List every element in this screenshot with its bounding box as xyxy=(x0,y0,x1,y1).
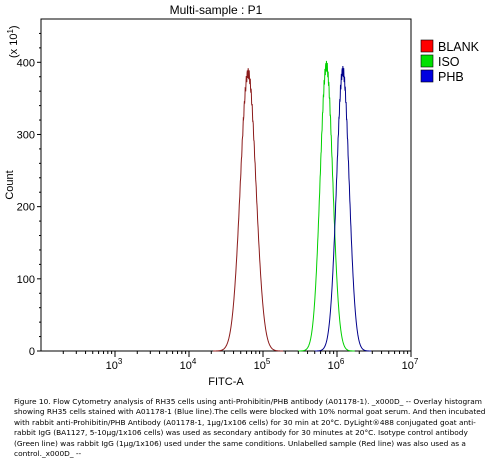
legend-label-iso: ISO xyxy=(438,55,460,69)
y-tick-label: 400 xyxy=(17,57,35,69)
y-tick-label: 0 xyxy=(29,346,35,358)
y-tick-label: 300 xyxy=(17,129,35,141)
x-tick-base: 10 xyxy=(180,360,192,372)
series-layer xyxy=(213,60,372,352)
y-tick-label: 100 xyxy=(17,274,35,286)
x-tick-exponent: 6 xyxy=(340,357,345,366)
y-axis: 0 100 200 300 400 xyxy=(17,32,41,358)
series-line-iso xyxy=(298,60,355,352)
legend-label-phb: PHB xyxy=(438,70,464,84)
series-line-phb xyxy=(314,65,372,352)
chart-title: Multi-sample : P1 xyxy=(170,3,263,17)
legend-swatch-iso xyxy=(420,54,434,68)
x-tick-label: 103 xyxy=(106,357,123,372)
x-tick-exponent: 3 xyxy=(118,357,123,366)
x-tick-label: 107 xyxy=(402,357,419,372)
legend-swatch-phb xyxy=(420,69,434,83)
y-multiplier-label: (x 101) xyxy=(6,25,20,58)
x-tick-base: 10 xyxy=(254,360,266,372)
x-axis-label: FITC-A xyxy=(208,376,244,388)
y-multiplier-base: (x 10 xyxy=(8,34,20,58)
x-axis: 103 104 105 106 107 xyxy=(62,351,419,372)
series-line-blank xyxy=(213,68,284,352)
x-tick-exponent: 4 xyxy=(192,357,197,366)
y-tick-label: 200 xyxy=(17,202,35,214)
y-axis-label: Count xyxy=(4,170,16,199)
x-tick-base: 10 xyxy=(328,360,340,372)
y-multiplier-exp: 1 xyxy=(6,29,15,34)
x-tick-exponent: 5 xyxy=(266,357,271,366)
plot-frame xyxy=(40,18,412,352)
x-tick-base: 10 xyxy=(106,360,118,372)
y-multiplier-close: ) xyxy=(8,25,20,29)
x-tick-label: 106 xyxy=(328,357,345,372)
x-tick-exponent: 7 xyxy=(414,357,419,366)
x-tick-label: 105 xyxy=(254,357,271,372)
figure-caption: Figure 10. Flow Cytometry analysis of RH… xyxy=(14,397,486,459)
legend-swatch-blank xyxy=(420,39,434,53)
x-tick-label: 104 xyxy=(180,357,197,372)
legend-label-blank: BLANK xyxy=(438,40,480,54)
x-tick-base: 10 xyxy=(402,360,414,372)
